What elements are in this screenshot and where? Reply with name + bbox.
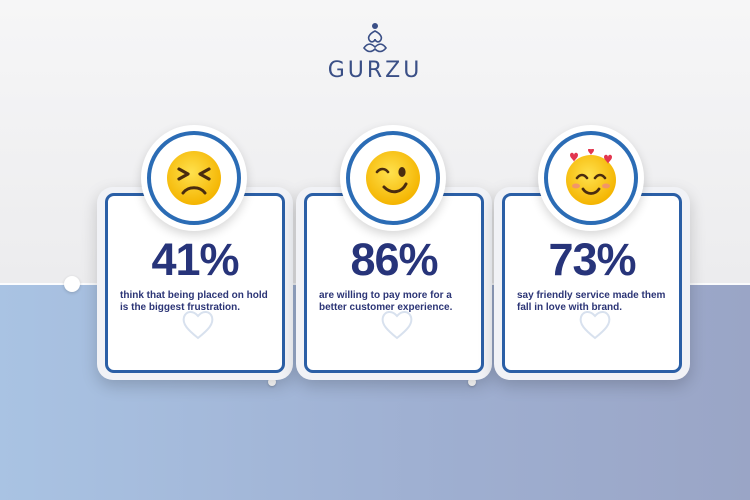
heart-watermark-icon	[381, 311, 413, 340]
emoji-badge	[538, 125, 644, 231]
heart-watermark-icon	[579, 311, 611, 340]
stat-percent: 73%	[548, 234, 636, 285]
heart-watermark-icon	[182, 311, 214, 340]
stat-description: think that being placed on hold is the b…	[120, 290, 268, 313]
emoji-badge	[141, 125, 247, 231]
stat-card-2: 86% are willing to pay more for a better…	[296, 125, 492, 380]
stat-description: are willing to pay more for a better cus…	[319, 290, 453, 313]
smiling-face-with-hearts-emoji-icon	[566, 149, 616, 205]
persevering-face-emoji-icon	[167, 151, 221, 205]
brand-logo: GURZU	[0, 22, 750, 83]
stat-percent: 86%	[350, 234, 438, 285]
brand-name: GURZU	[327, 58, 423, 83]
stat-percent: 41%	[151, 234, 239, 285]
emoji-ring	[346, 131, 440, 225]
emoji-badge	[340, 125, 446, 231]
timeline-node	[64, 276, 80, 292]
stat-card-1: 41% think that being placed on hold is t…	[97, 125, 293, 380]
timeline-drop-dot	[268, 378, 276, 386]
timeline-drop-dot	[468, 378, 476, 386]
meditation-figure-icon	[363, 23, 387, 53]
winking-face-emoji-icon	[366, 151, 420, 205]
stat-card-3: 73% say friendly service made them fall …	[494, 125, 690, 380]
stat-description: say friendly service made them fall in l…	[517, 290, 666, 313]
